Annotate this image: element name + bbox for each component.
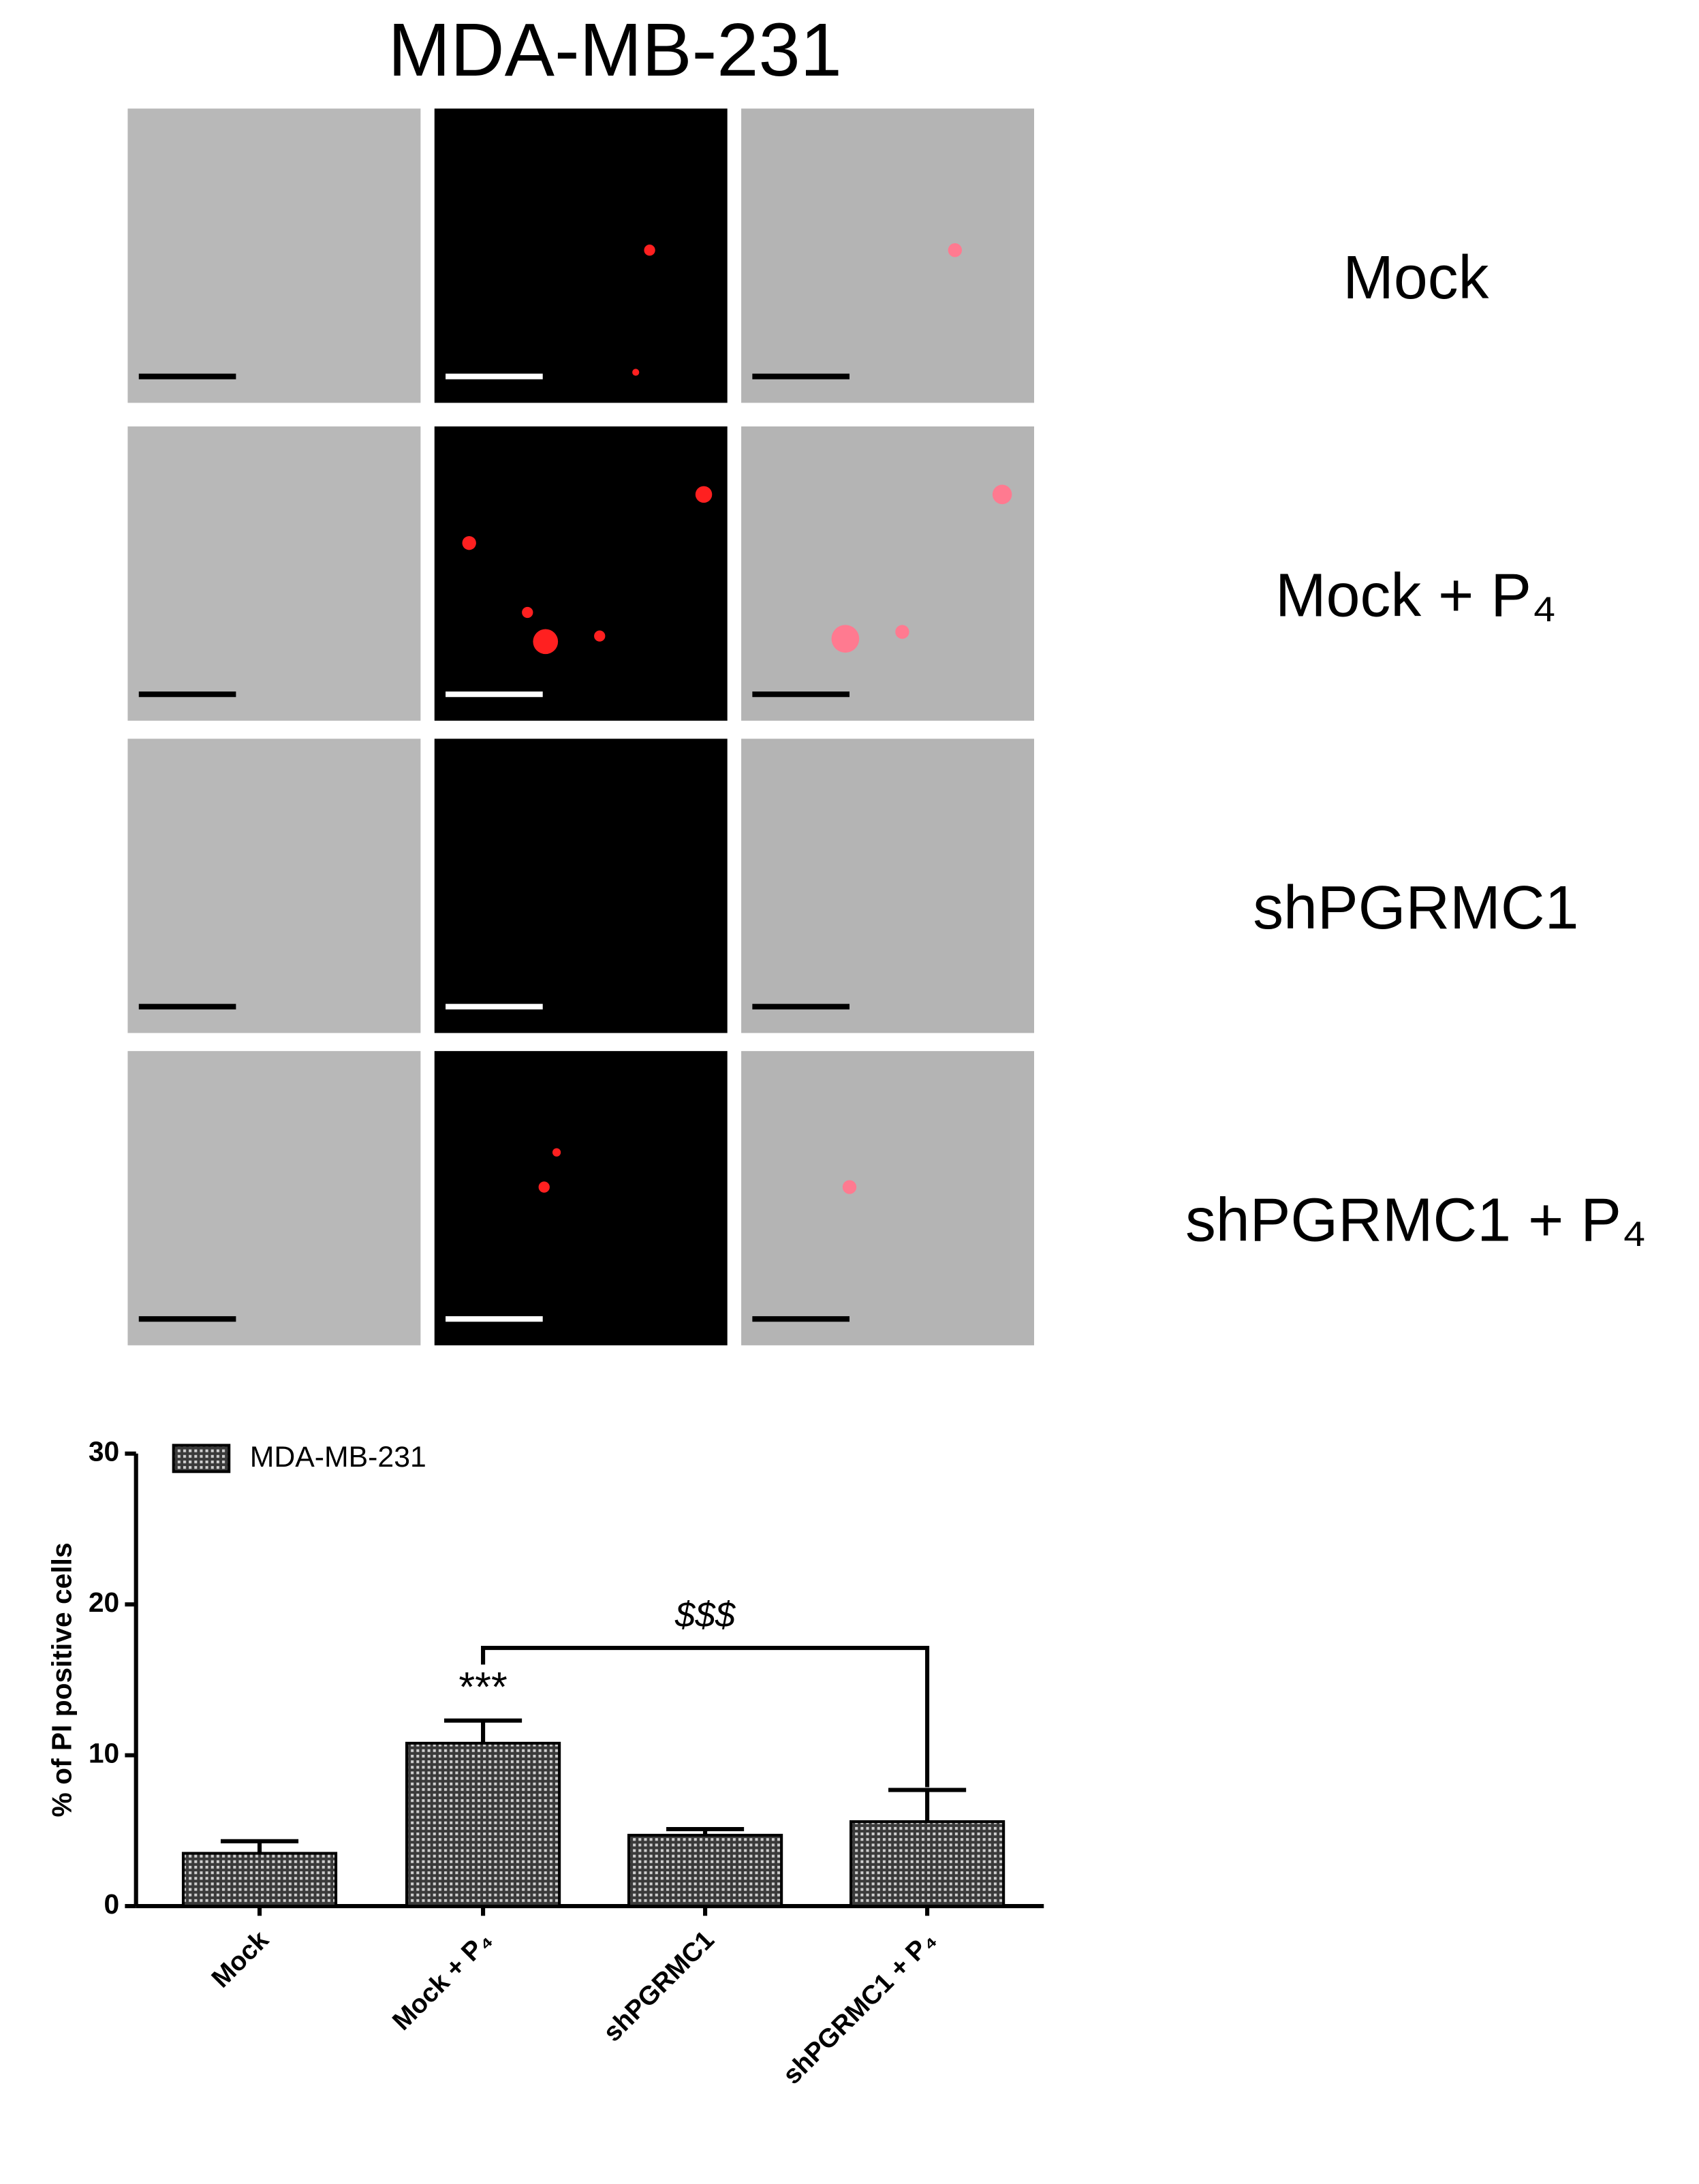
signal — [895, 625, 909, 639]
signal — [695, 486, 713, 503]
bar — [849, 1820, 1006, 1908]
panels: Mock Mock + P₄ shPGRMC1 shPGRMC1 + P₄ — [127, 108, 1647, 1345]
bar-chart: % of PI positive cells 0 10 20 30 Mock Mock +… — [46, 1436, 1044, 2090]
row-label: Mock — [1343, 243, 1488, 311]
significance: *** — [458, 1664, 507, 1710]
micrograph — [127, 1050, 421, 1345]
micrograph — [741, 108, 1034, 403]
signal — [538, 1181, 550, 1193]
red-signals — [462, 243, 1012, 1194]
micrograph — [434, 426, 728, 721]
signal — [842, 1180, 857, 1194]
bar — [181, 1852, 338, 1908]
y-tick-label: 10 — [89, 1737, 119, 1768]
micrograph — [127, 738, 421, 1033]
row-label: shPGRMC1 + P₄ — [1185, 1185, 1647, 1253]
x-tick-label: Mock — [206, 1925, 275, 1994]
signal — [644, 245, 655, 256]
x-tick-label: Mock + P₄ — [387, 1925, 498, 2036]
row-label: shPGRMC1 — [1253, 873, 1578, 941]
micrograph — [127, 426, 421, 721]
micrograph — [434, 738, 728, 1033]
y-tick-label: 0 — [104, 1888, 120, 1920]
x-tick-label: shPGRMC1 + P₄ — [777, 1925, 942, 2090]
signal — [594, 630, 606, 642]
signal — [992, 484, 1012, 505]
bar — [405, 1741, 561, 1908]
signal — [831, 625, 860, 653]
micrograph — [127, 108, 421, 403]
y-tick-label: 30 — [89, 1436, 119, 1467]
micrograph — [741, 738, 1034, 1033]
legend-swatch — [172, 1444, 231, 1473]
legend-label: MDA-MB-231 — [250, 1441, 426, 1473]
significance: $$$ — [674, 1595, 736, 1635]
signal — [632, 369, 640, 376]
micrograph — [434, 1050, 728, 1345]
y-axis-label: % of PI positive cells — [46, 1542, 77, 1817]
signal — [533, 629, 559, 655]
micrograph — [741, 426, 1034, 721]
signal — [552, 1148, 561, 1157]
row-label: Mock + P₄ — [1275, 561, 1557, 629]
figure-title: MDA-MB-231 — [388, 8, 841, 92]
micrograph — [434, 108, 728, 403]
micrograph — [741, 1050, 1034, 1345]
bracket — [481, 1645, 930, 1788]
signal — [462, 535, 476, 550]
x-tick-label: shPGRMC1 — [597, 1925, 719, 2047]
bar — [627, 1833, 783, 1908]
y-tick-label: 20 — [89, 1587, 119, 1618]
signal — [948, 243, 963, 258]
signal — [522, 606, 533, 619]
